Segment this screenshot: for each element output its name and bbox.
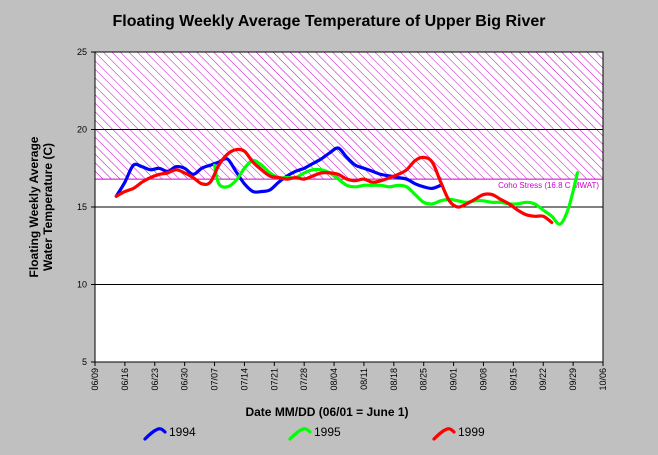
y-axis-title-line: Floating Weekly Average	[27, 136, 41, 277]
y-tick-label: 20	[77, 125, 87, 135]
y-axis-ticks: 5 10 15 20 25	[77, 47, 95, 367]
x-axis-ticks: 06/09 06/16 06/23 06/30 07/07 07/14 07/21 07/28…	[90, 362, 608, 391]
x-tick-label: 06/30	[180, 368, 190, 391]
x-tick-label: 09/08	[478, 368, 488, 391]
x-tick-label: 09/15	[508, 368, 518, 391]
x-tick-label: 08/25	[419, 368, 429, 391]
x-tick-label: 08/11	[359, 368, 369, 390]
x-tick-label: 09/01	[449, 368, 459, 391]
y-tick-label: 15	[77, 202, 87, 212]
legend-label: 1999	[458, 425, 485, 439]
series-line-1995	[212, 158, 579, 226]
series-lines	[114, 146, 579, 226]
x-tick-label: 07/07	[210, 368, 220, 391]
y-tick-label: 10	[77, 280, 87, 290]
x-tick-label: 06/23	[150, 368, 160, 391]
x-tick-label: 07/14	[239, 368, 249, 391]
x-tick-label: 06/09	[90, 368, 100, 391]
legend-swatch	[288, 427, 312, 441]
legend-label: 1994	[169, 425, 196, 439]
y-axis-title: Floating Weekly AverageWater Temperature…	[27, 136, 55, 277]
chart-title: Floating Weekly Average Temperature of U…	[112, 13, 546, 30]
legend-label: 1995	[314, 425, 341, 439]
x-tick-label: 09/22	[538, 368, 548, 391]
y-tick-label: 5	[82, 357, 87, 367]
legend: 1994 1995 1999	[0, 425, 658, 445]
x-tick-label: 08/18	[389, 368, 399, 391]
y-tick-label: 25	[77, 47, 87, 57]
coho-stress-label: Coho Stress (16.8 C MWAT)	[498, 181, 599, 190]
x-tick-label: 10/06	[598, 368, 608, 391]
x-tick-label: 09/29	[568, 368, 578, 391]
y-axis-title-line: Water Temperature (C)	[41, 143, 55, 271]
x-tick-label: 07/21	[269, 368, 279, 391]
legend-swatch	[143, 427, 167, 441]
x-tick-label: 06/16	[120, 368, 130, 391]
legend-swatch	[432, 427, 456, 441]
series-line-1999	[114, 147, 554, 225]
x-tick-label: 08/04	[329, 368, 339, 391]
x-axis-title: Date MM/DD (06/01 = June 1)	[245, 405, 408, 419]
x-tick-label: 07/28	[299, 368, 309, 391]
